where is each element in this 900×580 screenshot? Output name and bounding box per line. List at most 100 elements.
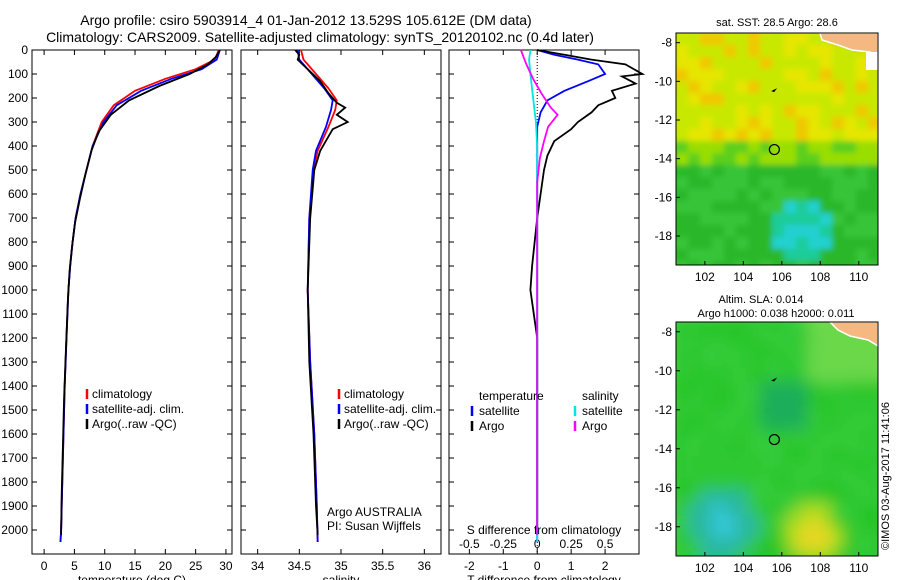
sst-map-pixel <box>736 69 749 82</box>
sst-map-pixel <box>796 105 809 118</box>
sst-map-pixel <box>832 237 845 250</box>
sla-map-pixel <box>712 370 725 383</box>
sla-map-pixel <box>868 538 878 551</box>
sla-map-pixel <box>832 430 845 443</box>
sst-map-pixel <box>760 249 773 262</box>
sst-map-pixel <box>688 261 701 265</box>
sla-map-pixel <box>808 322 821 335</box>
sla-map-pixel <box>784 454 797 467</box>
sst-map-pixel <box>688 33 701 34</box>
sst-map-pixel <box>856 93 869 106</box>
sla-map-pixel <box>772 322 785 335</box>
sst-map-nodata <box>866 52 878 70</box>
temperature-legend-label: satellite-adj. clim. <box>92 402 184 416</box>
sla-map-pixel <box>700 334 713 347</box>
sla-map-pixel <box>736 394 749 407</box>
sla-map-pixel <box>868 490 878 503</box>
sst-map-pixel <box>676 93 677 106</box>
sst-map-pixel <box>796 129 809 142</box>
sla-map-pixel <box>688 322 701 335</box>
sla-map-pixel <box>880 322 893 335</box>
sst-map-pixel <box>820 45 833 58</box>
sst-map-pixel <box>832 153 845 166</box>
sst-map-pixel <box>832 57 845 70</box>
sla-map-pixel <box>832 358 845 371</box>
sst-map-title: sat. SST: 28.5 Argo: 28.6 <box>716 17 838 29</box>
sla-map-pixel <box>796 430 809 443</box>
sst-map-xtick-label: 110 <box>849 270 868 284</box>
sla-map-pixel <box>748 358 761 371</box>
sdiff-axis-label: S difference from climatology <box>467 523 622 537</box>
sst-map-pixel <box>724 105 737 118</box>
sst-map-pixel <box>676 81 689 94</box>
sst-map-pixel <box>820 213 833 226</box>
sla-map-pixel <box>688 346 701 359</box>
sst-map-pixel <box>784 117 797 130</box>
temperature-legend-label: Argo(..raw -QC) <box>92 417 177 431</box>
sla-map-pixel <box>820 406 833 419</box>
sst-map-pixel <box>832 117 845 130</box>
sla-map-pixel <box>736 358 749 371</box>
sst-map-pixel <box>676 117 689 130</box>
sst-map-pixel <box>736 33 749 46</box>
sst-map-pixel <box>724 165 737 178</box>
sst-map-pixel <box>820 165 833 178</box>
sst-map-pixel <box>868 117 878 130</box>
sst-map-pixel <box>784 177 797 190</box>
sst-map-pixel <box>676 33 689 46</box>
sst-map-pixel <box>676 237 689 250</box>
sst-map-pixel <box>772 189 785 202</box>
sla-map-pixel <box>856 466 869 479</box>
sst-map-pixel <box>748 81 761 94</box>
sst-map-pixel <box>676 165 677 178</box>
sla-map-pixel <box>724 502 737 515</box>
sla-map-pixel <box>832 514 845 527</box>
sst-map-pixel <box>832 225 845 238</box>
sst-map-pixel <box>808 201 821 214</box>
sla-map-pixel <box>796 370 809 383</box>
sst-map-pixel <box>820 117 833 130</box>
sst-map-pixel <box>820 153 833 166</box>
sst-map-pixel <box>676 201 689 214</box>
sst-map-pixel <box>868 249 878 262</box>
sst-map-pixel <box>760 129 773 142</box>
sla-map-pixel <box>688 490 701 503</box>
sst-map-pixel <box>760 189 773 202</box>
sla-map-pixel <box>784 406 797 419</box>
sla-map-pixel <box>724 490 737 503</box>
sla-map-pixel <box>832 334 845 347</box>
sla-map-pixel <box>784 442 797 455</box>
sla-map-pixel <box>832 454 845 467</box>
sst-map-pixel <box>700 237 713 250</box>
sla-map-pixel <box>748 394 761 407</box>
sst-map-xtick-label: 104 <box>733 270 753 284</box>
sla-map-pixel <box>760 358 773 371</box>
sla-map-pixel <box>712 346 725 359</box>
sla-map-pixel <box>688 442 701 455</box>
sst-map-pixel <box>676 93 689 106</box>
salinity-xtick-label: 35.5 <box>371 559 395 573</box>
sst-map-pixel <box>820 129 833 142</box>
sst-map-pixel <box>808 57 821 70</box>
sst-map-pixel <box>868 261 878 265</box>
sst-map-pixel <box>700 93 713 106</box>
sla-map-ytick-label: -16 <box>655 481 673 495</box>
sst-map-pixel <box>796 153 809 166</box>
sst-map-pixel <box>820 189 833 202</box>
sla-map-pixel <box>676 514 689 527</box>
sst-map-pixel <box>808 165 821 178</box>
sst-map-pixel <box>700 261 713 265</box>
salinity-legend-label: Argo(..raw -QC) <box>344 417 429 431</box>
sst-map-pixel <box>676 45 689 58</box>
sst-map-pixel <box>880 189 893 202</box>
temperature-panel: 0 5 10 15 20 25 30 temperature (deg C) 0 100 200 30… <box>1 43 233 580</box>
sla-map-pixel <box>844 442 857 455</box>
sst-map-pixel <box>856 201 869 214</box>
sla-map-pixel <box>736 478 749 491</box>
sst-map-pixel <box>832 105 845 118</box>
sla-map-pixel <box>748 346 761 359</box>
temperature-xtick-label: 20 <box>159 559 173 573</box>
sst-map-ytick-label: -12 <box>655 113 673 127</box>
sla-map-pixel <box>784 502 797 515</box>
sst-map-pixel <box>712 69 725 82</box>
